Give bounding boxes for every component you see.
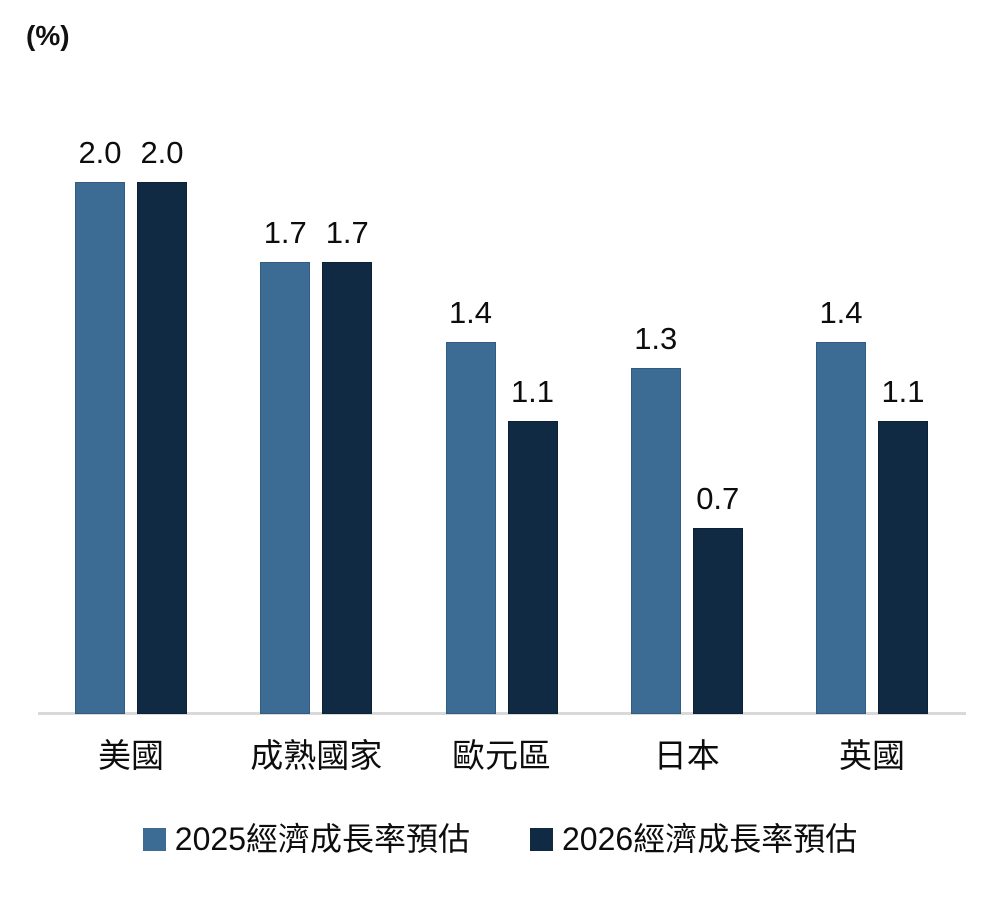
plot-area: 2.0 2.0 1.7 1.7 1.4 1.1 1.3 0.7 1.4 1.1 [38, 135, 966, 715]
category-label: 歐元區 [452, 737, 551, 774]
value-label: 1.7 [325, 215, 369, 250]
legend-label: 2026經濟成長率預估 [562, 821, 858, 857]
bar [692, 528, 743, 714]
bar [816, 342, 866, 714]
bar [878, 421, 928, 714]
legend-swatch-icon [142, 828, 166, 852]
category-label: 成熟國家 [250, 737, 383, 774]
legend: 2025經濟成長率預估 2026經濟成長率預估 [0, 821, 1000, 857]
value-label: 0.7 [696, 481, 740, 516]
value-label: 1.1 [881, 374, 925, 409]
value-label: 2.0 [78, 135, 122, 170]
legend-item: 2026經濟成長率預估 [530, 821, 858, 857]
bar [322, 262, 373, 714]
bar [75, 182, 125, 714]
value-label: 1.7 [263, 215, 307, 250]
x-axis-category-labels: 美國 成熟國家 歐元區 日本 英國 [0, 737, 1000, 782]
value-label: 1.3 [634, 321, 678, 356]
legend-item: 2025經濟成長率預估 [142, 821, 470, 857]
category-label: 日本 [653, 737, 720, 774]
bar [260, 262, 311, 714]
value-label: 1.1 [510, 374, 555, 409]
bar [507, 421, 558, 714]
value-label: 1.4 [819, 295, 863, 330]
bar [630, 368, 681, 714]
x-axis-line [38, 712, 966, 715]
legend-swatch-icon [530, 828, 553, 852]
bar [445, 342, 496, 714]
category-label: 美國 [98, 737, 164, 774]
legend-label: 2025經濟成長率預估 [174, 821, 470, 857]
y-axis-unit-label: (%) [26, 20, 70, 51]
bar [137, 182, 187, 714]
value-label: 2.0 [140, 135, 184, 170]
category-label: 英國 [839, 737, 905, 774]
value-label: 1.4 [448, 295, 493, 330]
